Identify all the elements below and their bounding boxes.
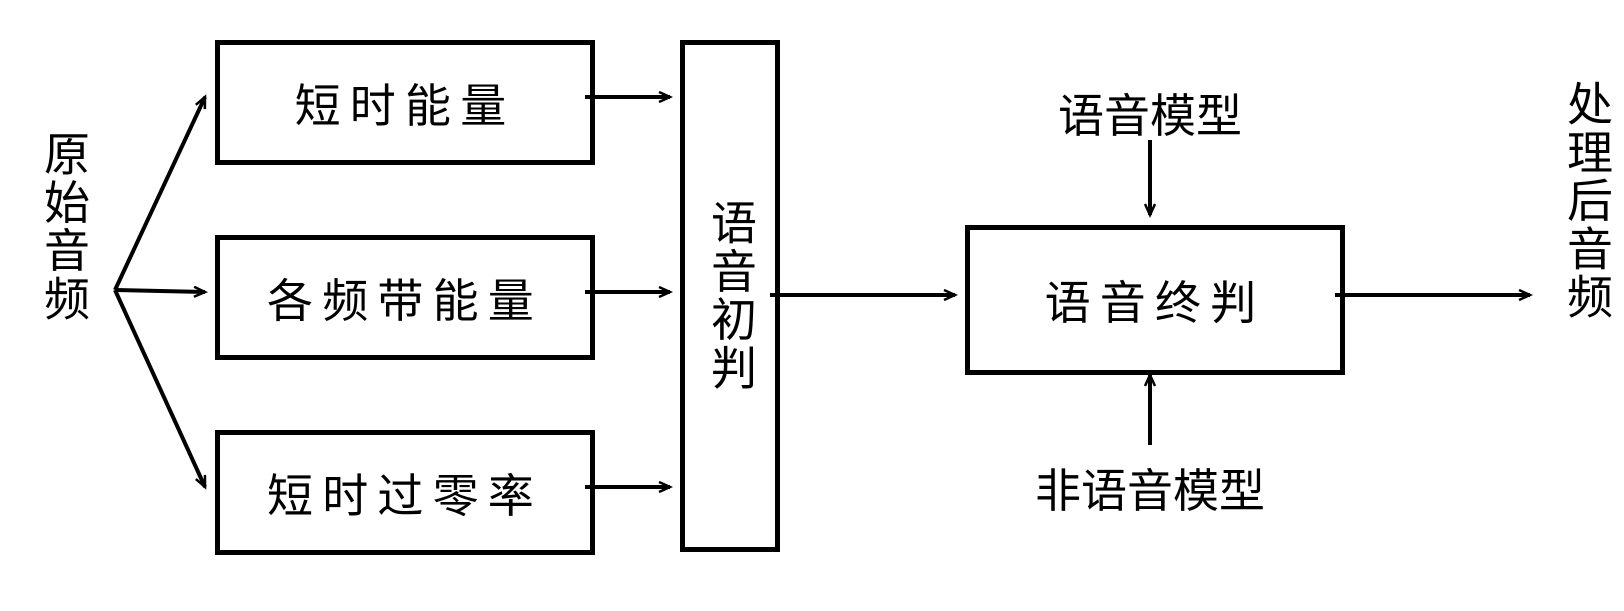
- branch-to-feature1: [115, 97, 205, 290]
- branch-to-feature2: [115, 290, 205, 292]
- feature-zero-crossing-label: 短时过零率: [267, 460, 543, 526]
- speech-preliminary-decision-box: 语音初判: [680, 40, 780, 552]
- speech-final-decision-label: 语音终判: [1045, 267, 1266, 333]
- feature-zero-crossing-box: 短时过零率: [215, 430, 595, 555]
- feature-short-time-energy-box: 短时能量: [215, 40, 595, 165]
- nonspeech-model-label: 非语音模型: [990, 455, 1310, 521]
- feature-band-energy-box: 各频带能量: [215, 235, 595, 360]
- speech-final-decision-box: 语音终判: [965, 225, 1345, 375]
- input-label: 原始音频: [30, 130, 96, 450]
- speech-preliminary-decision-label: 语音初判: [697, 199, 763, 392]
- output-label: 处理后音频: [1553, 80, 1619, 500]
- feature-short-time-energy-label: 短时能量: [295, 70, 516, 136]
- speech-model-label: 语音模型: [1020, 80, 1280, 146]
- branch-to-feature3: [115, 290, 205, 487]
- feature-band-energy-label: 各频带能量: [267, 265, 543, 331]
